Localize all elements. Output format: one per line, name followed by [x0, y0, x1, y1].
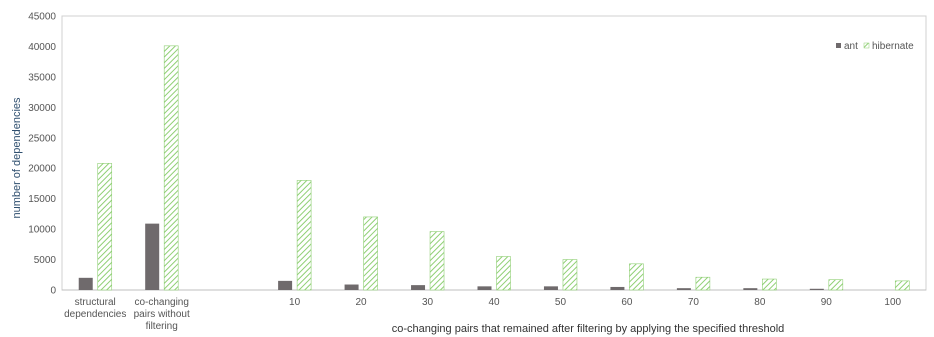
plot-frame — [61, 15, 927, 291]
bar-ant-10 — [743, 288, 758, 290]
bar-hibernate-4 — [363, 216, 378, 291]
x-tick-label: filtering — [146, 321, 178, 332]
bar-ant-5 — [411, 285, 426, 290]
x-tick-label: 60 — [621, 297, 633, 308]
bar-hibernate-8 — [629, 263, 644, 291]
bar-hibernate-7 — [562, 259, 578, 291]
y-tick-label: 45000 — [28, 12, 56, 23]
y-tick-label: 40000 — [28, 42, 56, 53]
y-tick-label: 15000 — [28, 194, 56, 205]
x-tick-label: 20 — [356, 297, 368, 308]
x-tick-label: 100 — [884, 297, 901, 308]
bar-hibernate-3 — [296, 180, 312, 291]
y-tick-label: 35000 — [28, 72, 56, 83]
x-tick-label: 30 — [422, 297, 434, 308]
bars — [78, 45, 910, 291]
bar-hibernate-11 — [828, 279, 844, 291]
bar-hibernate-12 — [894, 280, 910, 291]
y-tick-label: 10000 — [28, 225, 56, 236]
bar-hibernate-6 — [496, 256, 511, 291]
bar-ant-4 — [344, 284, 359, 290]
legend-label-ant: ant — [844, 41, 858, 52]
y-axis-ticks: 0 5000 10000 15000 20000 25000 30000 35000 40000… — [28, 12, 56, 297]
bar-ant-11 — [809, 288, 824, 290]
x-tick-label: 80 — [754, 297, 766, 308]
bar-ant-6 — [477, 286, 492, 290]
bar-hibernate-1 — [163, 45, 179, 291]
x-tick-label: co-changing — [134, 297, 188, 308]
bar-hibernate-5 — [429, 231, 445, 291]
x-tick-label: 10 — [289, 297, 301, 308]
x-tick-label: 40 — [488, 297, 500, 308]
bar-hibernate-10 — [762, 278, 777, 291]
bar-ant-7 — [543, 286, 558, 290]
x-tick-label: 50 — [555, 297, 567, 308]
y-axis-label: number of dependencies — [11, 97, 23, 219]
bar-ant-0 — [78, 277, 93, 290]
y-tick-label: 0 — [50, 286, 56, 297]
bar-hibernate-9 — [695, 276, 711, 291]
legend-label-hibernate: hibernate — [872, 41, 914, 52]
y-tick-label: 5000 — [34, 255, 57, 266]
plot-border — [61, 15, 927, 291]
bar-hibernate-0 — [97, 163, 113, 291]
legend: ant hibernate — [836, 41, 914, 52]
bar-ant-9 — [676, 288, 691, 290]
x-tick-label: pairs without — [134, 309, 190, 320]
bar-ant-1 — [145, 223, 160, 290]
y-tick-label: 25000 — [28, 133, 56, 144]
x-tick-label: dependencies — [64, 309, 126, 320]
x-tick-label: 90 — [821, 297, 833, 308]
y-tick-label: 20000 — [28, 164, 56, 175]
x-axis-label: co-changing pairs that remained after fi… — [392, 323, 785, 335]
x-tick-label: 70 — [688, 297, 700, 308]
y-tick-label: 30000 — [28, 103, 56, 114]
bar-ant-8 — [610, 286, 625, 290]
x-tick-label: structural — [75, 297, 116, 308]
legend-swatch-hibernate — [863, 42, 870, 49]
legend-swatch-ant — [836, 43, 841, 48]
bar-ant-3 — [278, 280, 293, 290]
